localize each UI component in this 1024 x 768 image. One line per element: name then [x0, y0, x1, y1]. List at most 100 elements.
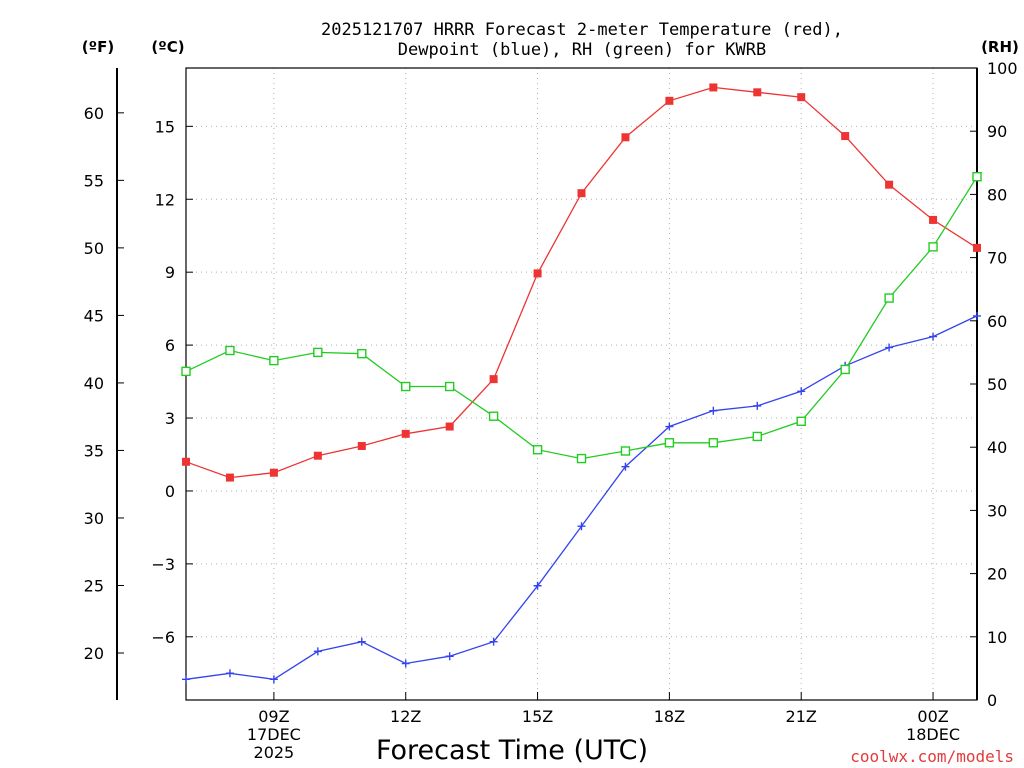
celsius-tick-label: 6	[165, 336, 175, 355]
temperature-point	[973, 243, 981, 252]
celsius-tick-label: 12	[155, 190, 175, 209]
series-layer	[181, 83, 982, 684]
fahrenheit-tick-label: 60	[84, 104, 104, 123]
rh-point	[576, 453, 587, 464]
temperature-point	[753, 88, 762, 97]
dewpoint-point	[489, 637, 498, 646]
plot-frame	[185, 67, 978, 701]
x-tick-label: 18Z	[654, 707, 685, 726]
fahrenheit-tick-label: 50	[84, 239, 104, 258]
dewpoint-point	[357, 637, 366, 646]
dewpoint-point	[621, 462, 630, 471]
fahrenheit-tick-label: 30	[84, 509, 104, 528]
credit-text: coolwx.com/models	[850, 747, 1014, 766]
x-tick-label: 12Z	[390, 707, 421, 726]
gridlines	[186, 68, 977, 700]
temperature-point	[182, 457, 190, 466]
rh-tick-label: 0	[987, 691, 997, 710]
dewpoint-point	[445, 652, 454, 661]
rh-point	[708, 438, 719, 448]
rh-point	[488, 411, 499, 421]
rh-tick-label: 30	[987, 501, 1007, 520]
rh-point	[972, 172, 982, 182]
temperature-point	[885, 180, 894, 189]
celsius-tick-label: 15	[155, 117, 175, 136]
fahrenheit-tick-label: 55	[84, 171, 104, 190]
dewpoint-point	[533, 581, 542, 590]
temperature-point	[445, 422, 454, 431]
rh-tick-label: 60	[987, 312, 1007, 331]
x-axis-label: Forecast Time (UTC)	[376, 735, 648, 766]
rh-point	[840, 364, 850, 375]
dewpoint-point	[929, 332, 938, 341]
celsius-tick-label: −6	[151, 628, 175, 647]
chart-title-line-2: Dewpoint (blue), RH (green) for KWRB	[398, 40, 766, 60]
rh-tick-label: 70	[987, 249, 1007, 268]
rh-point	[928, 242, 938, 252]
temperature-point	[621, 133, 630, 142]
celsius-tick-label: 3	[165, 409, 175, 428]
dewpoint-point	[401, 659, 410, 668]
rh-tick-label: 20	[987, 565, 1007, 584]
dewpoint-point	[269, 675, 278, 684]
dewpoint-point	[225, 669, 234, 678]
celsius-unit-label: (ºC)	[151, 38, 184, 56]
temperature-point	[489, 375, 498, 384]
fahrenheit-tick-label: 25	[84, 576, 104, 595]
temperature-point	[313, 451, 322, 460]
rh-point	[532, 445, 543, 455]
x-tick-label: 21Z	[786, 707, 817, 726]
x-tick-label: 09Z	[258, 707, 289, 726]
rh-point	[796, 416, 806, 426]
rh-point	[664, 438, 675, 448]
x-tick-label: 18DEC	[906, 725, 960, 744]
dewpoint-point	[577, 522, 586, 531]
celsius-tick-label: −3	[151, 555, 175, 574]
temperature-point	[841, 132, 850, 141]
rh-line	[185, 176, 978, 460]
x-tick-label: 2025	[254, 743, 295, 762]
chart-title-line-1: 2025121707 HRRR Forecast 2-meter Tempera…	[321, 20, 843, 40]
rh-point	[181, 366, 191, 377]
rh-tick-label: 80	[987, 185, 1007, 204]
rh-point	[444, 381, 455, 392]
temperature-point	[929, 215, 938, 224]
dewpoint-point	[313, 647, 322, 656]
dewpoint-point	[797, 387, 806, 396]
dewpoint-line	[185, 315, 978, 680]
x-tick-label: 17DEC	[247, 725, 301, 744]
rh-tick-label: 90	[987, 122, 1007, 141]
dewpoint-point	[885, 343, 894, 352]
temperature-point	[225, 473, 234, 482]
dewpoint-point	[753, 401, 762, 410]
x-tick-label: 15Z	[522, 707, 553, 726]
rh-point	[313, 347, 323, 358]
rh-unit-label: (RH)	[981, 38, 1019, 56]
rh-tick-label: 10	[987, 628, 1007, 647]
dewpoint-point	[182, 675, 190, 684]
rh-point	[269, 355, 279, 366]
temperature-point	[533, 269, 542, 278]
fahrenheit-tick-label: 35	[84, 441, 104, 460]
celsius-tick-label: 9	[165, 263, 175, 282]
rh-tick-label: 50	[987, 375, 1007, 394]
temperature-point	[709, 83, 718, 92]
rh-point	[357, 348, 367, 359]
temperature-point	[797, 93, 806, 102]
fahrenheit-tick-label: 45	[84, 306, 104, 325]
rh-tick-label: 40	[987, 438, 1007, 457]
temperature-line	[185, 86, 978, 479]
temperature-point	[357, 441, 366, 450]
dewpoint-point	[709, 406, 718, 415]
celsius-tick-label: 0	[165, 482, 175, 501]
fahrenheit-unit-label: (ºF)	[82, 38, 114, 56]
rh-point	[225, 345, 235, 356]
rh-point	[401, 381, 411, 392]
fahrenheit-tick-label: 40	[84, 374, 104, 393]
x-tick-label: 00Z	[917, 707, 948, 726]
rh-point	[620, 446, 631, 456]
dewpoint-point	[973, 311, 981, 320]
temperature-point	[269, 468, 278, 477]
